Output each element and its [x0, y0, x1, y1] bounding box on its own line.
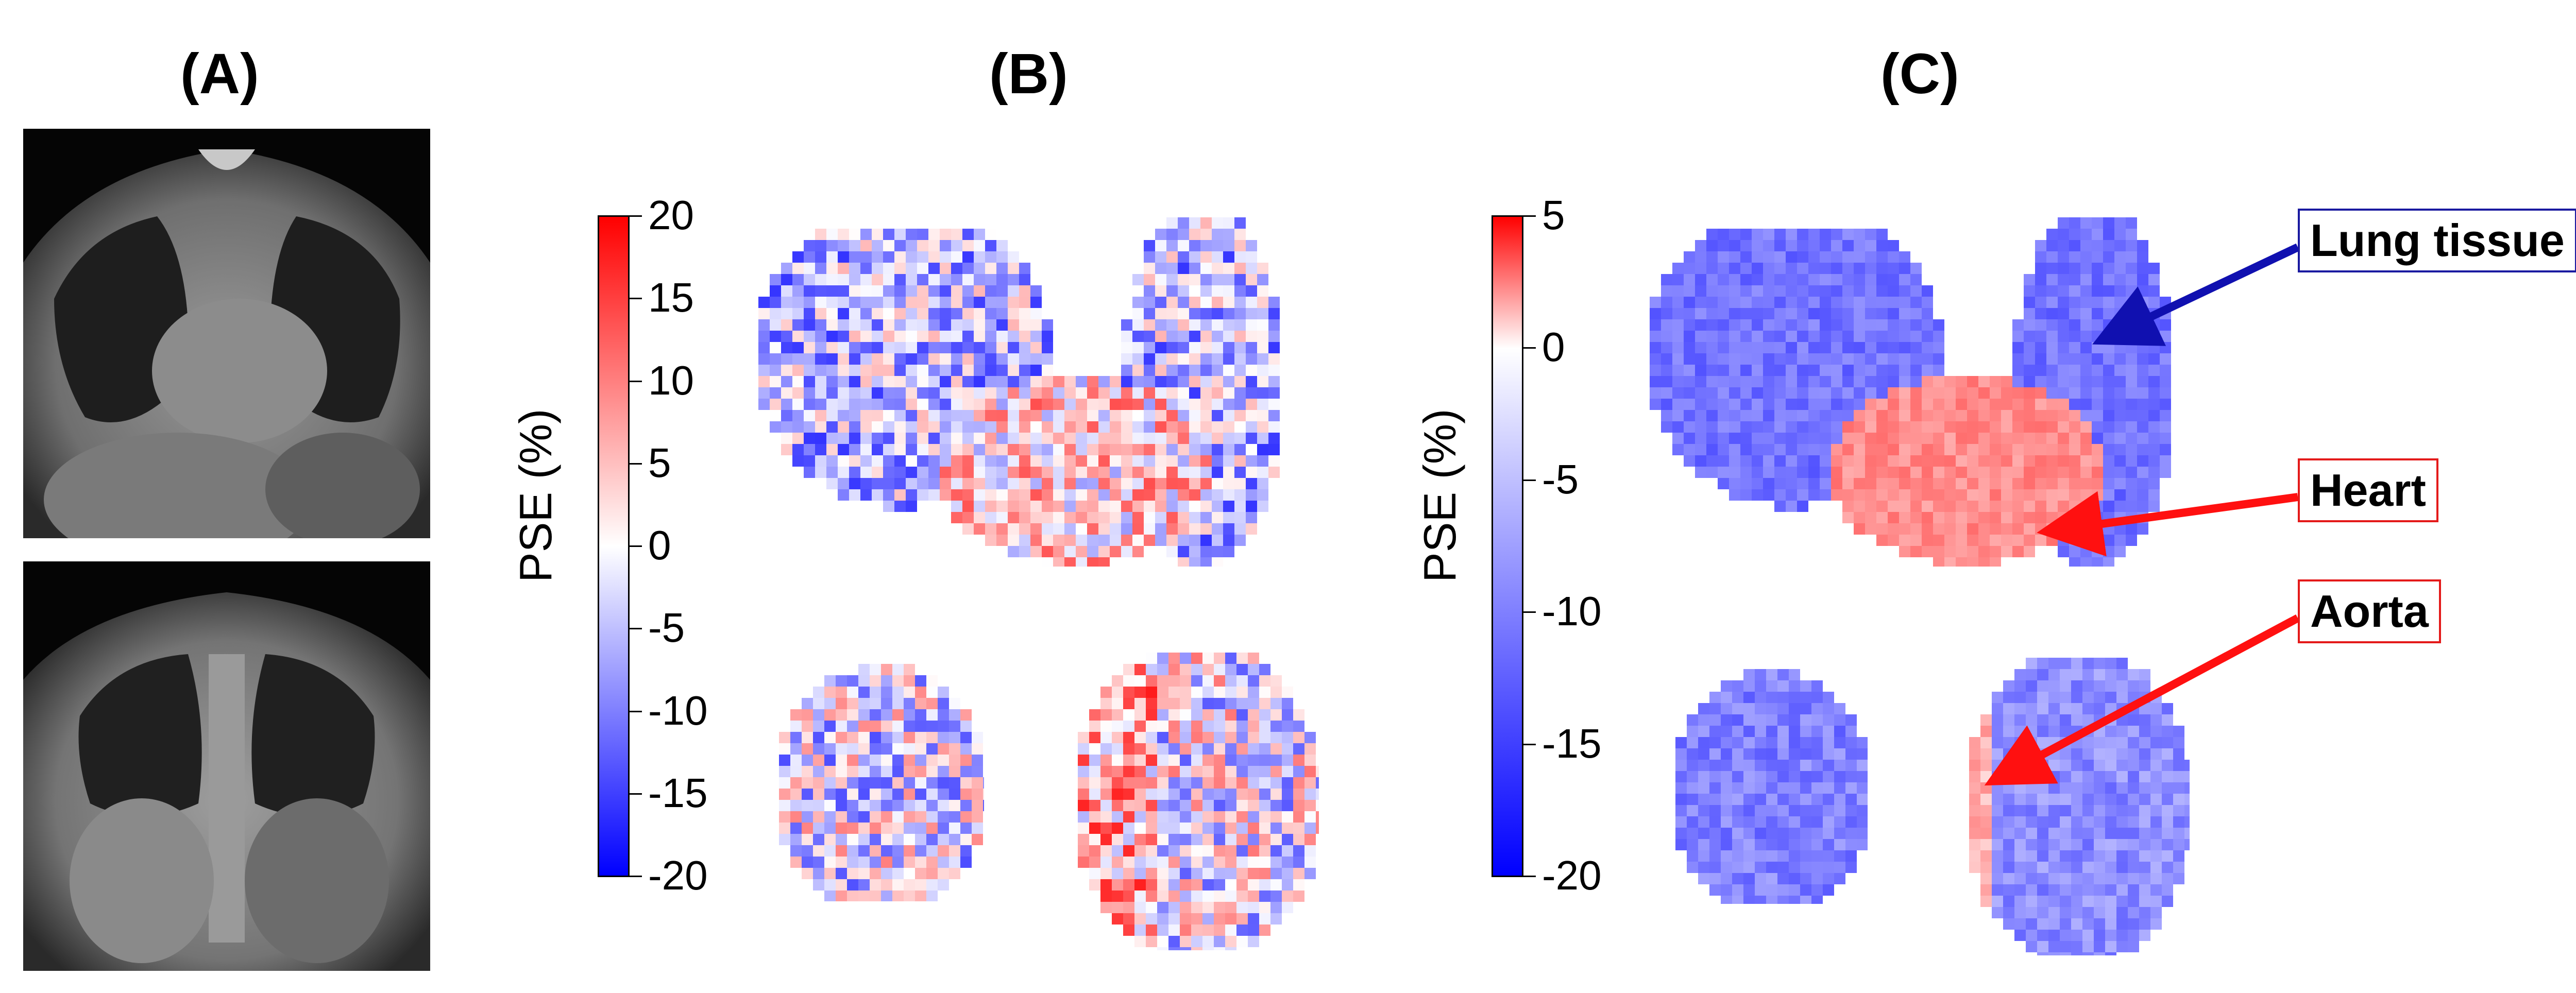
- panel-b-colorbar-tick-label: -20: [648, 852, 708, 898]
- panel-b-colorbar-tick-mark: [630, 876, 642, 877]
- panel-b-colorbar-tick-label: 15: [648, 275, 694, 321]
- mri-coronal-posterior-image: [23, 561, 430, 971]
- panel-b-colorbar-tick-mark: [630, 380, 642, 382]
- panel-c-colorbar-tick-label: 0: [1542, 324, 1565, 370]
- panel-b-colorbar-tick-mark: [630, 628, 642, 630]
- panel-c-pse-map-sagittal-right: [1675, 669, 1868, 904]
- panel-b-colorbar-tick-label: -5: [648, 605, 685, 651]
- panel-b-label: (B): [989, 42, 1068, 106]
- panel-b-colorbar-tick-mark: [630, 215, 642, 217]
- panel-b-pse-map-sagittal-right: [779, 664, 984, 901]
- panel-c-colorbar-tick-mark: [1523, 215, 1536, 217]
- panel-c-label: (C): [1880, 42, 1959, 106]
- panel-c-colorbar-tick-label: -10: [1542, 588, 1602, 635]
- mri-coronal-anterior-image: [23, 129, 430, 538]
- panel-b-colorbar-tick-label: 10: [648, 357, 694, 403]
- panel-c-colorbar-tick-mark: [1523, 743, 1536, 745]
- heart-arrow: [2037, 491, 2299, 557]
- panel-b-colorbar: [598, 215, 630, 877]
- panel-c-colorbar-tick-mark: [1523, 611, 1536, 613]
- panel-c-colorbar-tick-label: -5: [1542, 456, 1579, 502]
- panel-c-colorbar-tick-label: 5: [1542, 192, 1565, 238]
- panel-b-colorbar-tick-label: 20: [648, 192, 694, 238]
- panel-b-pse-map-coronal: [758, 217, 1280, 567]
- panel-c-colorbar-tick-mark: [1523, 479, 1536, 481]
- panel-b-colorbar-tick-label: -10: [648, 687, 708, 733]
- aorta-label: Aorta: [2298, 579, 2441, 643]
- panel-b-colorbar-tick-mark: [630, 298, 642, 300]
- panel-c-colorbar-tick-label: -15: [1542, 720, 1602, 766]
- panel-c-colorbar-tick-label: -20: [1542, 852, 1602, 898]
- lung-tissue-arrow: [2092, 243, 2300, 346]
- aorta-arrow: [1984, 614, 2300, 786]
- heart-label: Heart: [2298, 458, 2438, 522]
- panel-c-colorbar-tick-mark: [1523, 347, 1536, 349]
- panel-b-pse-map-sagittal-left: [1078, 653, 1319, 950]
- panel-b-colorbar-tick-mark: [630, 545, 642, 547]
- panel-b-colorbar-tick-label: 5: [648, 439, 671, 486]
- panel-b-colorbar-tick-mark: [630, 710, 642, 712]
- panel-b-colorbar-tick-mark: [630, 463, 642, 465]
- panel-b-colorbar-tick-label: 0: [648, 522, 671, 568]
- panel-a-label: (A): [180, 42, 259, 106]
- panel-b-colorbar-tick-label: -15: [648, 769, 708, 816]
- panel-b-colorbar-tick-mark: [630, 793, 642, 795]
- panel-c-colorbar-tick-mark: [1523, 876, 1536, 877]
- panel-c-colorbar: [1492, 215, 1523, 877]
- panel-c-pse-map-coronal: [1650, 217, 2171, 567]
- lung-tissue-label: Lung tissue: [2298, 209, 2576, 272]
